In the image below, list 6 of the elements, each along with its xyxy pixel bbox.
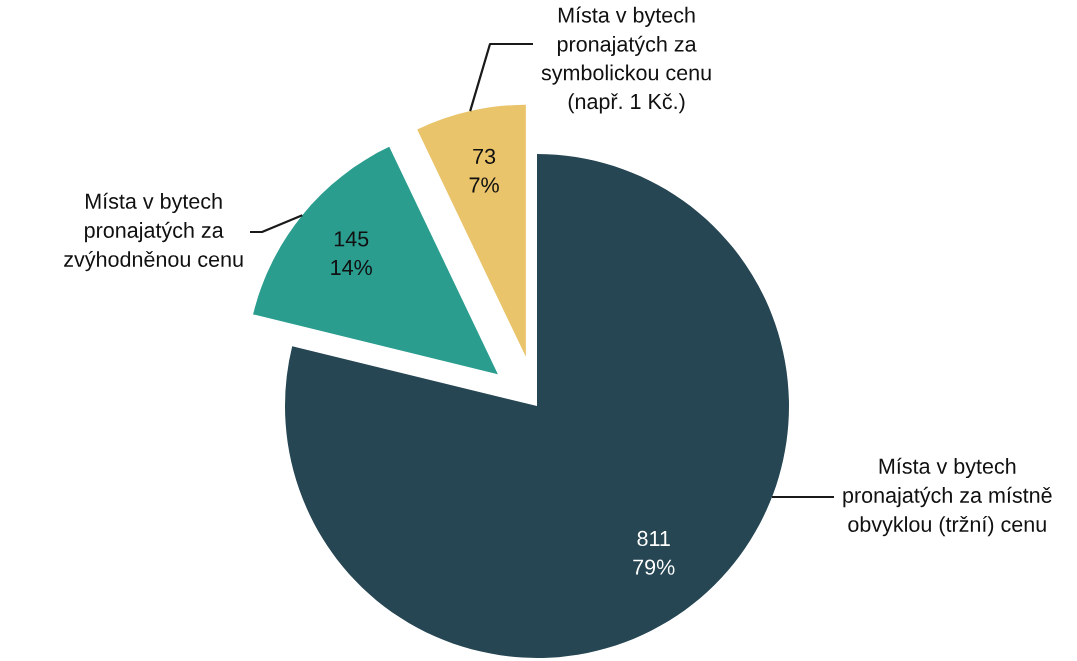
slice-label: Místa v bytech pronajatých za zvýhodněnou cenu	[64, 192, 243, 272]
data-label: 145 14%	[331, 231, 372, 276]
data-label: 811 79%	[633, 530, 675, 575]
slice-label: Místa v bytech pronajatých za místně obvyklou (tržní) cenu	[843, 457, 1052, 537]
slice-label: Místa v bytech pronajatých za symbolickou cenu (např. 1 Kč.)	[541, 6, 711, 114]
data-label: 73 7%	[469, 148, 499, 193]
